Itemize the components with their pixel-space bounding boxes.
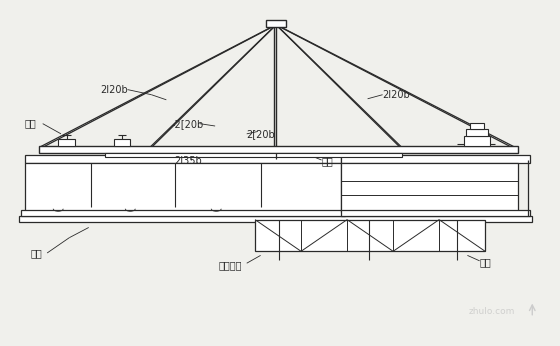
Bar — [470, 122, 484, 129]
Text: 锚杆: 锚杆 — [25, 119, 37, 129]
Bar — [341, 163, 519, 212]
Bar — [466, 129, 488, 136]
Bar — [114, 139, 130, 146]
Bar — [341, 210, 530, 216]
Bar — [58, 139, 75, 146]
Text: 吊杆: 吊杆 — [479, 257, 491, 267]
Bar — [25, 155, 341, 163]
Bar — [105, 153, 402, 157]
Text: zhulo.com: zhulo.com — [469, 307, 515, 316]
Bar — [20, 216, 532, 222]
Text: 底模桥片: 底模桥片 — [219, 260, 242, 270]
Text: 走板: 走板 — [321, 156, 333, 166]
Text: 2I20b: 2I20b — [382, 90, 410, 100]
Bar — [464, 136, 490, 146]
Bar — [39, 146, 519, 153]
Bar — [21, 210, 346, 216]
Bar — [341, 155, 530, 163]
Text: 2I35b: 2I35b — [175, 156, 202, 166]
Text: 2I20b: 2I20b — [100, 84, 128, 94]
Text: -2[20b: -2[20b — [172, 119, 204, 129]
Text: 架体: 架体 — [30, 248, 42, 258]
Bar — [255, 220, 485, 251]
Bar — [25, 163, 341, 212]
Text: 2[20b: 2[20b — [247, 129, 276, 139]
Bar — [266, 20, 286, 27]
